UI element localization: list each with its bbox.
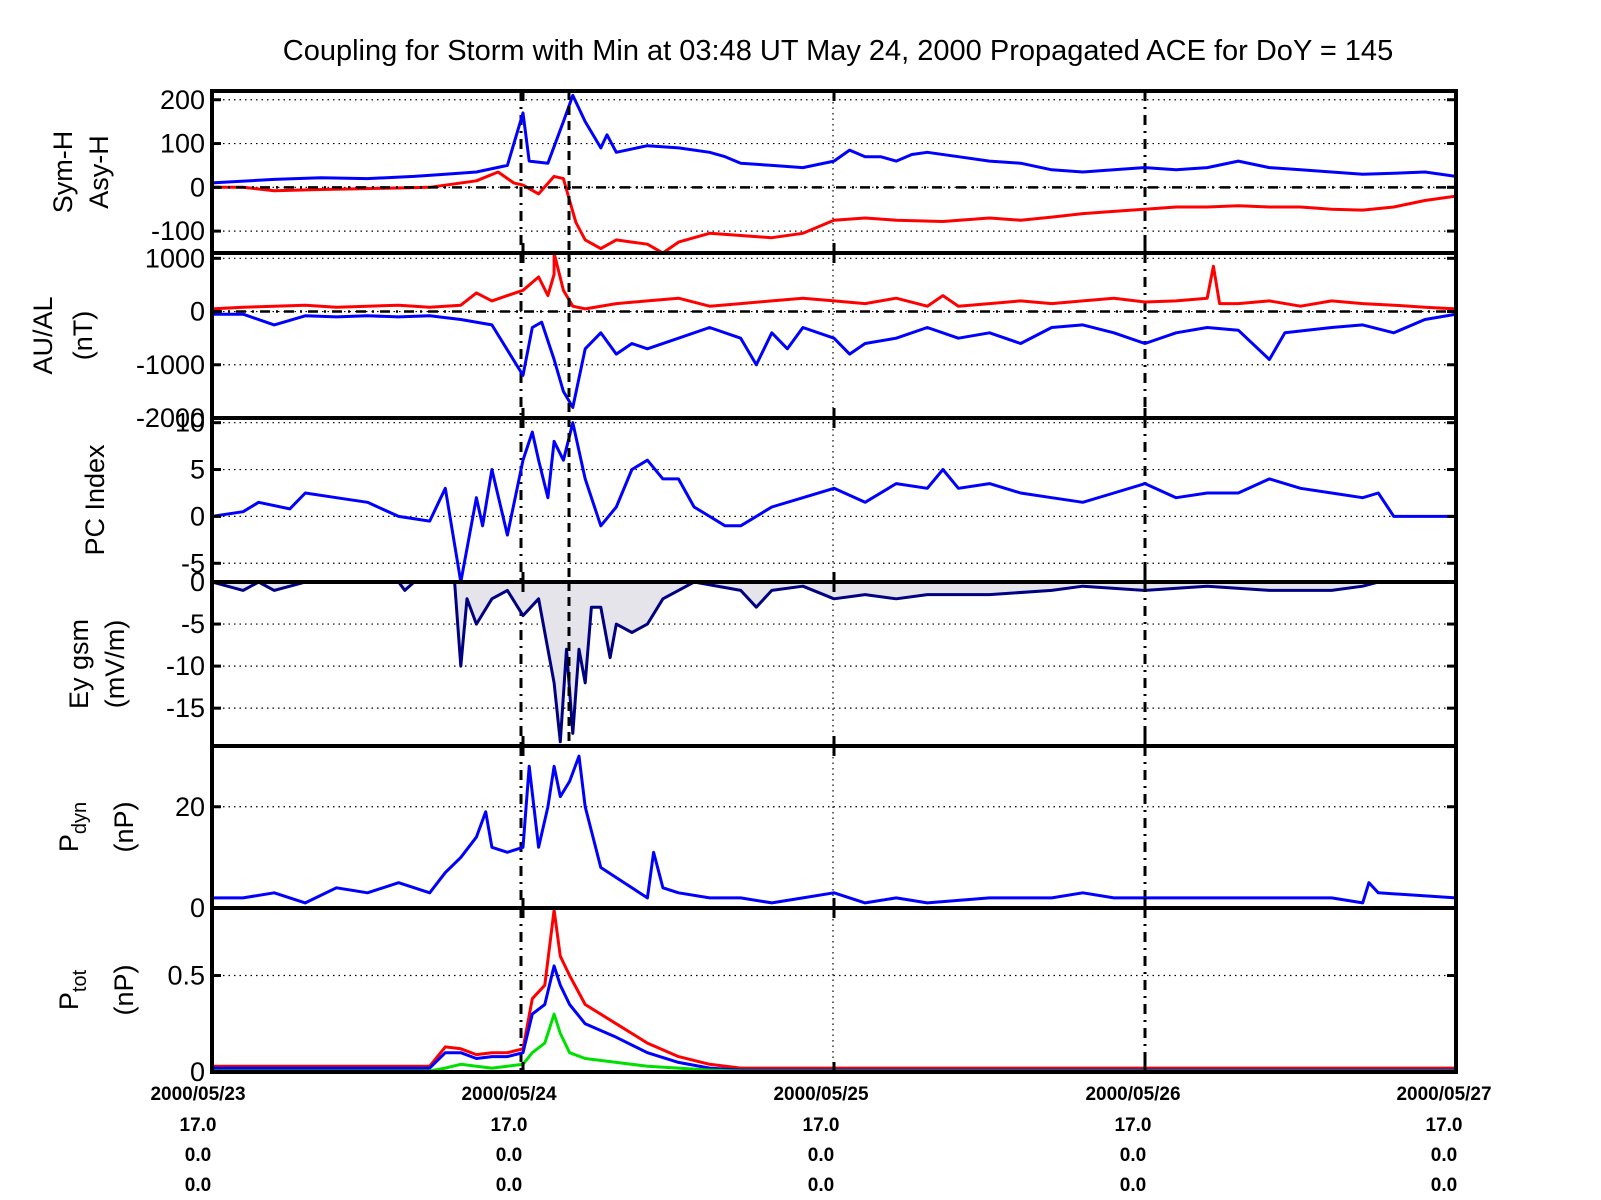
x-tick-label-l3: 0.0: [496, 1145, 522, 1166]
y-axis-label: AU/AL: [28, 296, 58, 374]
series-line-au: [212, 253, 1456, 311]
x-tick-label-l4: 0.0: [1120, 1175, 1146, 1196]
y-tick-label: 0: [190, 501, 205, 531]
panel-frame: [210, 89, 1458, 255]
x-tick-label-l3: 0.0: [808, 1145, 834, 1166]
x-tick-label-l3: 0.0: [1120, 1145, 1146, 1166]
x-tick-labels: 2000/05/23 17.0 0.0 0.0 2000/05/24 17.0 0.0 0.0…: [150, 1084, 1491, 1196]
x-tick-label-l2: 17.0: [491, 1115, 528, 1136]
y-tick-label: 0: [190, 567, 205, 597]
y-tick-label: -15: [166, 693, 205, 723]
panel-frame: [210, 416, 1458, 584]
y-tick-label: 0: [190, 893, 205, 923]
panel-frame: [210, 251, 1458, 420]
x-tick-label-date: 2000/05/24: [461, 1084, 557, 1105]
panel-1: 200 100 0 -100 Sym-H Asy-H: [48, 85, 1458, 255]
series-line-red: [212, 908, 1456, 1070]
x-tick-label-l3: 0.0: [185, 1145, 211, 1166]
x-tick-label-l4: 0.0: [496, 1175, 522, 1196]
y-tick-label: 0: [190, 297, 205, 327]
y-tick-label: 1000: [145, 243, 205, 273]
y-tick-label: 20: [175, 792, 205, 822]
y-tick-label: 200: [160, 85, 205, 115]
y-tick-label: 10: [175, 408, 205, 438]
x-tick-label-date: 2000/05/23: [150, 1084, 245, 1105]
x-tick-label-l2: 17.0: [1115, 1115, 1152, 1136]
y-axis-label: Sym-H: [48, 131, 78, 214]
x-tick-label-l2: 17.0: [180, 1115, 217, 1136]
x-tick-label-date: 2000/05/27: [1396, 1084, 1491, 1105]
y-tick-label: 0.5: [167, 961, 205, 991]
x-tick-label-date: 2000/05/26: [1085, 1084, 1180, 1105]
panel-4: 0 -5 -10 -15 Ey gsm (mV/m): [64, 567, 1458, 748]
series-line-pc: [212, 421, 1456, 582]
y-axis-label: Asy-H: [84, 135, 114, 209]
y-tick-label: -5: [181, 548, 205, 578]
panel-5: 20 0 Pdyn (nP): [54, 744, 1458, 923]
x-tick-label-l4: 0.0: [185, 1175, 211, 1196]
panel-frame: [210, 580, 1458, 748]
panel-3: 10 5 0 -5 PC Index: [80, 408, 1458, 584]
y-axis-label: PC Index: [80, 444, 110, 556]
panel-2: 1000 0 -1000 -2000 AU/AL (nT): [28, 243, 1458, 433]
x-tick-label-l4: 0.0: [808, 1175, 834, 1196]
ey-fill-area: [212, 582, 1456, 742]
y-axis-label: Pdyn: [54, 802, 91, 852]
x-tick-label-date: 2000/05/25: [773, 1084, 869, 1105]
series-line-sym-h: [212, 170, 1456, 253]
y-axis-label: Ey gsm: [64, 619, 94, 709]
y-axis-unit: (nP): [109, 964, 139, 1015]
y-tick-label: 100: [160, 129, 205, 159]
y-tick-label: -1000: [136, 350, 205, 380]
y-tick-label: -100: [151, 216, 205, 246]
series-line-asy-h: [212, 93, 1456, 185]
y-tick-label: -5: [181, 609, 205, 639]
y-axis-label: (nT): [68, 311, 98, 361]
x-tick-label-l2: 17.0: [803, 1115, 840, 1136]
series-line-al: [212, 312, 1456, 409]
y-tick-label: -10: [166, 651, 205, 681]
series-line-blue: [212, 964, 1456, 1072]
series-line-green: [212, 1012, 1456, 1072]
x-tick-label-l3: 0.0: [1431, 1145, 1457, 1166]
y-axis-label: Ptot: [54, 969, 91, 1010]
y-tick-label: 0: [190, 172, 205, 202]
y-axis-label: (mV/m): [100, 620, 130, 708]
panel-6: 0.5 0 Ptot (nP): [54, 906, 1458, 1087]
series-line-ey: [212, 582, 1456, 744]
y-axis-unit: (nP): [109, 801, 139, 852]
y-tick-label: 5: [190, 455, 205, 485]
x-tick-label-l4: 0.0: [1431, 1175, 1457, 1196]
x-tick-label-l2: 17.0: [1426, 1115, 1463, 1136]
y-tick-label: -2000: [136, 403, 205, 433]
series-line-pdyn: [212, 754, 1456, 905]
y-tick-label: 0: [190, 1057, 205, 1087]
figure-title: Coupling for Storm with Min at 03:48 UT …: [283, 35, 1393, 67]
panel-frame: [210, 906, 1458, 1074]
